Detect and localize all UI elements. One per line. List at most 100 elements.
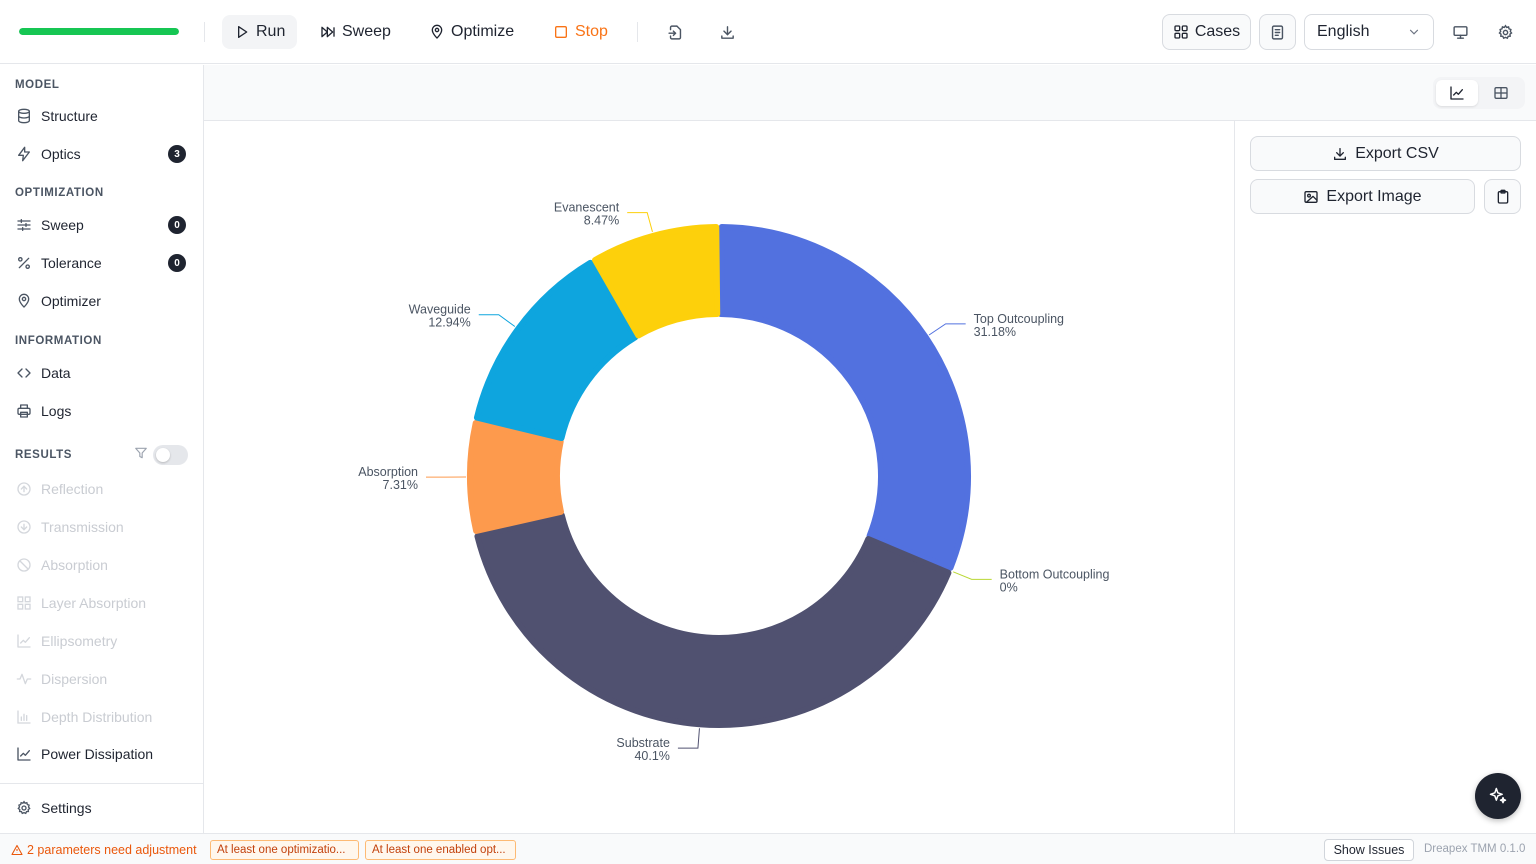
slice-label-bottom-outcoupling: Bottom Outcoupling (1000, 567, 1110, 581)
language-value: English (1317, 23, 1370, 40)
sidebar-item-optimizer[interactable]: Optimizer (8, 285, 194, 317)
lightning-icon (18, 146, 30, 162)
sidebar-item-optics[interactable]: Optics 3 (8, 138, 194, 170)
view-mode-toggle (1433, 77, 1525, 109)
export-image-label: Export Image (1326, 187, 1422, 205)
slice-label-substrate: Substrate (616, 736, 670, 750)
section-title-model: MODEL (15, 79, 60, 91)
cases-label: Cases (1194, 23, 1241, 40)
slice-top-outcoupling[interactable] (717, 224, 971, 571)
sidebar-item-label: Depth Distribution (41, 709, 153, 725)
ban-icon (17, 558, 31, 572)
parameters-warning[interactable]: 2 parameters need adjustment (11, 843, 197, 857)
sliders-icon (17, 219, 31, 231)
section-title-information: INFORMATION (15, 335, 102, 347)
run-button[interactable]: Run (222, 15, 298, 49)
export-image-button[interactable]: Export Image (1250, 179, 1475, 214)
slice-value-top-outcoupling: 31.18% (974, 325, 1016, 339)
download-button[interactable] (710, 15, 744, 49)
status-bar: 2 parameters need adjustment At least on… (0, 833, 1536, 864)
grid-icon (17, 596, 31, 610)
run-label: Run (256, 23, 286, 40)
issue-chip[interactable]: At least one enabled opt... (365, 840, 516, 860)
count-badge: 3 (168, 145, 186, 163)
sidebar-item-dispersion[interactable]: Dispersion (8, 663, 194, 695)
sidebar-item-label: Dispersion (41, 671, 108, 687)
sidebar-item-label: Reflection (41, 481, 104, 497)
warning-triangle-icon (11, 844, 23, 856)
export-csv-button[interactable]: Export CSV (1250, 136, 1521, 171)
sidebar-item-label: Sweep (41, 217, 84, 233)
stop-square-icon (555, 26, 567, 38)
leader-line-bottom-outcoupling (952, 571, 992, 580)
sidebar-item-label: Settings (41, 800, 92, 816)
sidebar-item-ellipsometry[interactable]: Ellipsometry (8, 625, 194, 657)
slice-evanescent[interactable] (592, 224, 721, 339)
sidebar-divider (0, 783, 203, 784)
activity-icon (16, 673, 32, 685)
sidebar-item-structure[interactable]: Structure (8, 100, 194, 132)
sidebar-item-data[interactable]: Data (8, 357, 194, 389)
slice-value-bottom-outcoupling: 0% (1000, 580, 1018, 594)
gear-icon (17, 800, 31, 815)
stop-button[interactable]: Stop (541, 15, 620, 49)
main-header (204, 65, 1536, 121)
sidebar-item-sweep[interactable]: Sweep 0 (8, 209, 194, 241)
download-icon (1334, 147, 1347, 160)
language-select[interactable]: English (1304, 14, 1434, 50)
image-icon (1304, 190, 1319, 203)
document-icon (1271, 24, 1284, 40)
count-badge: 0 (168, 254, 186, 272)
sidebar-item-depth-distribution[interactable]: Depth Distribution (8, 701, 194, 733)
sidebar-item-label: Optimizer (41, 293, 101, 309)
top-toolbar: Run Sweep Optimize Stop Cases English (0, 0, 1536, 64)
document-button[interactable] (1259, 14, 1296, 50)
sidebar-item-label: Optics (41, 146, 81, 162)
sidebar-item-power-dissipation[interactable]: Power Dissipation (8, 738, 194, 770)
slice-substrate[interactable] (474, 512, 952, 728)
sidebar-item-tolerance[interactable]: Tolerance 0 (8, 247, 194, 279)
sidebar-item-label: Structure (41, 108, 98, 124)
sidebar-item-layer-absorption[interactable]: Layer Absorption (8, 587, 194, 619)
display-button[interactable] (1443, 15, 1477, 49)
grid-icon (1174, 25, 1188, 39)
file-import-icon (667, 24, 681, 40)
clipboard-icon (1497, 189, 1508, 204)
issue-chip[interactable]: At least one optimizatio... (210, 840, 359, 860)
table-view-button[interactable] (1480, 80, 1522, 106)
run-progress-bar (19, 28, 179, 35)
leader-line-top-outcoupling (928, 323, 966, 336)
filter-icon[interactable] (134, 446, 148, 460)
download-icon (720, 25, 734, 39)
slice-absorption[interactable] (467, 419, 565, 535)
optimize-button[interactable]: Optimize (417, 15, 526, 49)
show-issues-button[interactable]: Show Issues (1324, 839, 1414, 861)
slice-value-evanescent: 8.47% (584, 214, 619, 228)
sweep-button[interactable]: Sweep (308, 15, 403, 49)
results-filter-toggle[interactable] (153, 445, 188, 465)
chart-line-icon (17, 634, 31, 648)
settings-gear-button[interactable] (1488, 15, 1522, 49)
slice-waveguide[interactable] (473, 259, 639, 442)
ai-assistant-button[interactable] (1475, 773, 1521, 819)
sidebar-item-transmission[interactable]: Transmission (8, 511, 194, 543)
import-button[interactable] (658, 15, 692, 49)
sidebar-item-logs[interactable]: Logs (8, 395, 194, 427)
slice-label-evanescent: Evanescent (554, 201, 620, 215)
sidebar-item-settings[interactable]: Settings (8, 792, 194, 824)
warning-text: 2 parameters need adjustment (27, 843, 197, 857)
sidebar-item-label: Data (41, 365, 71, 381)
percent-icon (18, 257, 30, 269)
sidebar-item-absorption[interactable]: Absorption (8, 549, 194, 581)
cases-button[interactable]: Cases (1162, 14, 1251, 50)
progress-fill (19, 28, 179, 35)
chart-view-button[interactable] (1436, 80, 1478, 106)
copy-clipboard-button[interactable] (1484, 179, 1521, 214)
map-pin-icon (18, 293, 30, 308)
sidebar-item-label: Logs (41, 403, 72, 419)
sweep-label: Sweep (342, 23, 391, 40)
sidebar-item-reflection[interactable]: Reflection (8, 473, 194, 505)
bar-chart-icon (17, 710, 31, 724)
arrow-down-circle-icon (17, 520, 31, 534)
sidebar-item-label: Layer Absorption (41, 595, 147, 611)
